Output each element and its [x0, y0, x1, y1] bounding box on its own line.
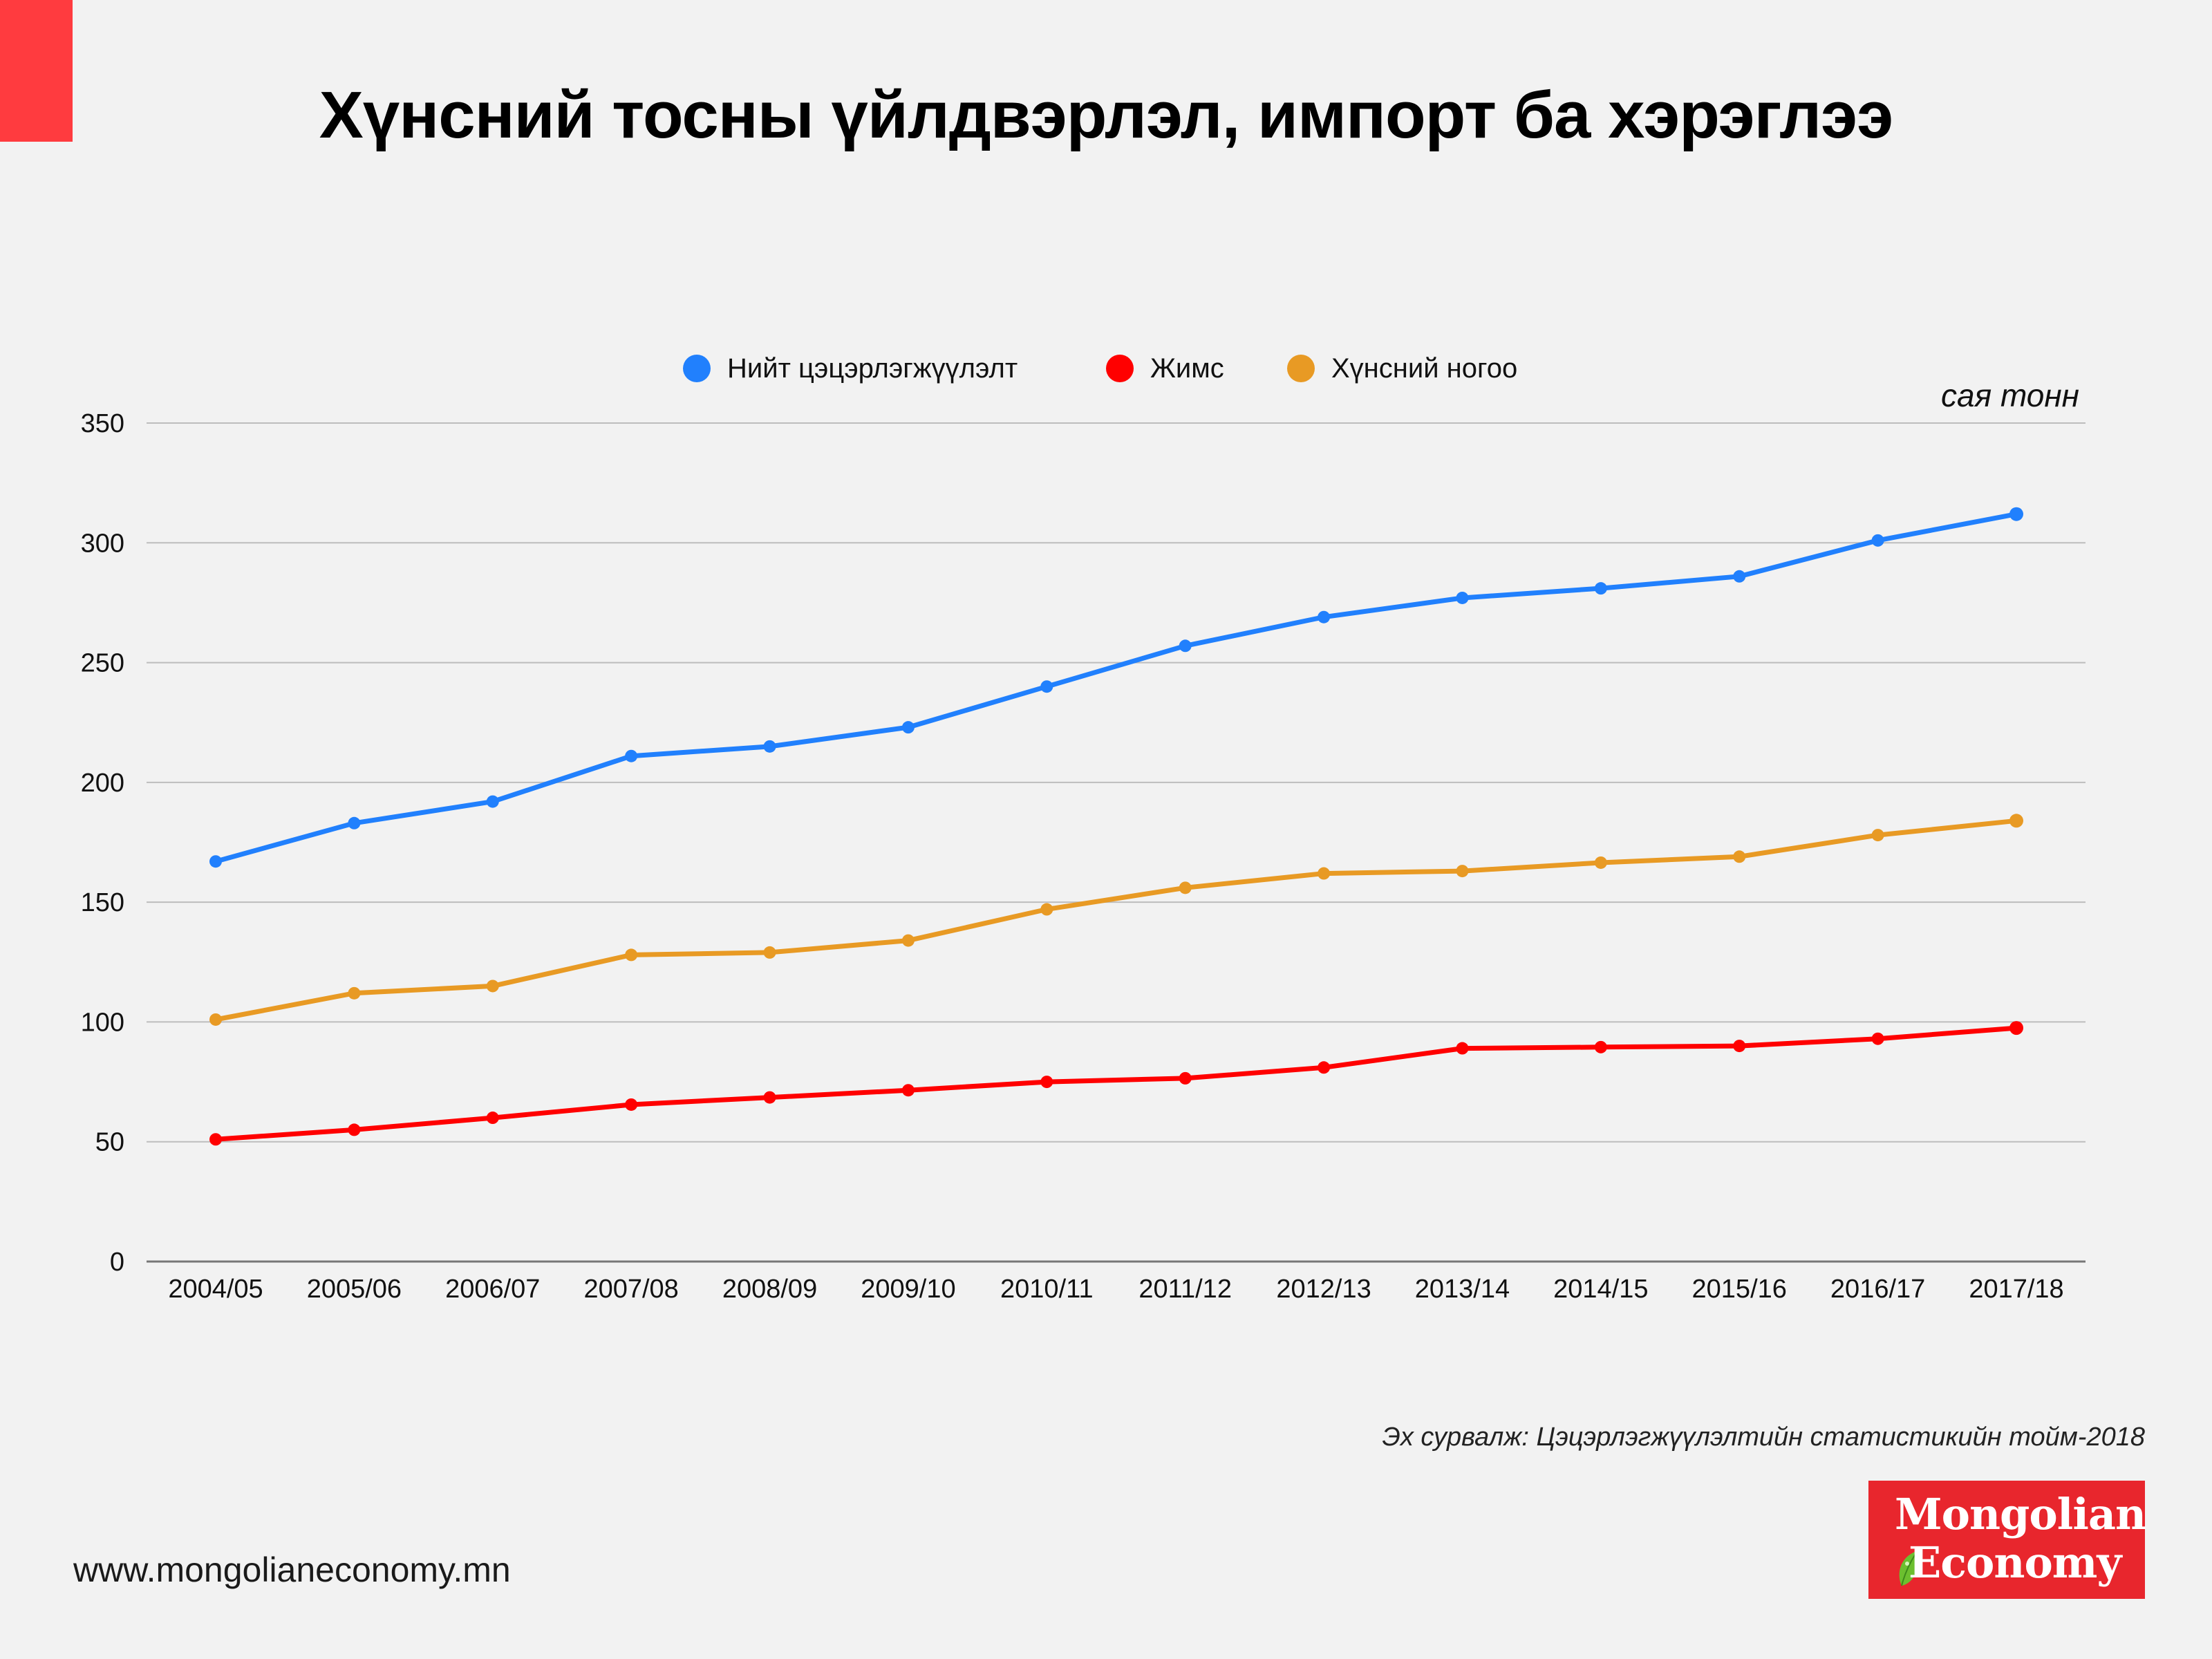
data-point: [1871, 534, 1884, 547]
data-point: [1318, 1061, 1331, 1074]
data-point: [763, 740, 776, 753]
legend-dot-icon: [1287, 355, 1315, 382]
data-point: [1733, 570, 1746, 583]
data-point: [1733, 850, 1746, 863]
data-point: [763, 946, 776, 959]
data-point: [1040, 1076, 1053, 1089]
data-point: [625, 749, 638, 762]
legend-dot-icon: [683, 355, 711, 382]
x-tick-label: 2017/18: [1969, 1275, 2063, 1304]
series-points: [209, 507, 2023, 1146]
data-point: [209, 1013, 222, 1026]
series-line-2: [215, 818, 2017, 1022]
data-point: [209, 855, 222, 868]
data-point: [209, 1133, 222, 1146]
x-tick-label: 2015/16: [1692, 1275, 1787, 1304]
x-tick-label: 2009/10: [861, 1275, 955, 1304]
data-point: [2009, 814, 2023, 828]
x-tick-label: 2004/05: [168, 1275, 263, 1304]
data-point: [1179, 1071, 1192, 1085]
logo-text-line1: Mongolian: [1895, 1489, 2146, 1539]
data-point: [1594, 582, 1607, 595]
leaf-icon: [1899, 1551, 1918, 1586]
data-point: [486, 795, 499, 808]
legend-item-vegetable: Хүнсний ногоо: [1287, 349, 1517, 388]
data-point: [2009, 1021, 2023, 1035]
data-point: [1594, 856, 1607, 869]
y-tick-label: 300: [81, 529, 124, 558]
data-point: [1040, 903, 1053, 916]
data-point: [625, 1098, 638, 1111]
x-tick-label: 2008/09: [722, 1275, 817, 1304]
y-axis-ticks: 0 50 100 150 200 250 300 350: [81, 409, 124, 1277]
legend-label: Жимс: [1150, 353, 1224, 384]
legend-dot-icon: [1106, 355, 1134, 382]
data-point: [1318, 610, 1331, 624]
x-tick-label: 2006/07: [445, 1275, 540, 1304]
data-point: [625, 948, 638, 962]
x-tick-label: 2010/11: [1000, 1275, 1094, 1304]
data-point: [348, 986, 361, 1000]
data-point: [1318, 867, 1331, 880]
y-tick-label: 200: [81, 769, 124, 798]
data-point: [763, 1091, 776, 1104]
y-tick-label: 350: [81, 409, 124, 438]
y-tick-label: 0: [110, 1248, 124, 1277]
data-point: [1871, 829, 1884, 842]
logo-text-line2: Economy: [1909, 1537, 2121, 1588]
legend-label: Хүнсний ногоо: [1331, 353, 1518, 384]
data-point: [1871, 1032, 1884, 1045]
data-point: [1179, 881, 1192, 894]
series-line-1: [215, 1025, 2017, 1142]
data-point: [1456, 1042, 1469, 1055]
x-tick-label: 2013/14: [1415, 1275, 1510, 1304]
brand-logo: Mongolian Economy: [1868, 1481, 2146, 1599]
x-tick-label: 2007/08: [583, 1275, 678, 1304]
accent-bar: [0, 0, 73, 142]
x-axis-ticks: 2004/05 2005/06 2006/07 2007/08 2008/09 2009/…: [168, 1275, 2063, 1304]
chart-title: Хүнсний тосны үйлдвэрлэл, импорт ба хэрэ…: [319, 78, 1893, 152]
data-point: [901, 934, 915, 947]
source-note: Эх сурвалж: Цэцэрлэгжүүлэлтийн статистик…: [1382, 1423, 2145, 1452]
data-point: [1456, 865, 1469, 878]
data-point: [901, 721, 915, 734]
website-link[interactable]: www.mongolianeconomy.mn: [73, 1550, 511, 1589]
data-point: [348, 816, 361, 830]
y-tick-label: 250: [81, 649, 124, 678]
series-line-0: [215, 512, 2017, 864]
series-lines: [215, 512, 2017, 1142]
legend-item-total: Нийт цэцэрлэгжүүлэлт: [683, 349, 1018, 388]
legend-label: Нийт цэцэрлэгжүүлэлт: [727, 353, 1018, 384]
data-point: [901, 1084, 915, 1097]
unit-label: сая тонн: [1941, 377, 2079, 413]
data-point: [1733, 1040, 1746, 1053]
x-tick-label: 2005/06: [307, 1275, 402, 1304]
x-tick-label: 2011/12: [1138, 1275, 1232, 1304]
y-tick-label: 150: [81, 888, 124, 917]
legend-item-fruit: Жимс: [1106, 349, 1224, 388]
x-tick-label: 2016/17: [1830, 1275, 1925, 1304]
data-point: [486, 1112, 499, 1125]
legend: Нийт цэцэрлэгжүүлэлт Жимс Хүнсний ногоо: [0, 349, 2212, 388]
y-tick-label: 100: [81, 1008, 124, 1037]
y-tick-label: 50: [95, 1128, 124, 1157]
data-point: [1456, 591, 1469, 604]
data-point: [2009, 507, 2023, 521]
x-tick-label: 2014/15: [1553, 1275, 1648, 1304]
data-point: [1040, 680, 1053, 693]
data-point: [486, 980, 499, 993]
x-tick-label: 2012/13: [1276, 1275, 1371, 1304]
data-point: [348, 1123, 361, 1136]
gridlines: [147, 422, 2086, 1263]
data-point: [1179, 639, 1192, 653]
data-point: [1594, 1040, 1607, 1053]
